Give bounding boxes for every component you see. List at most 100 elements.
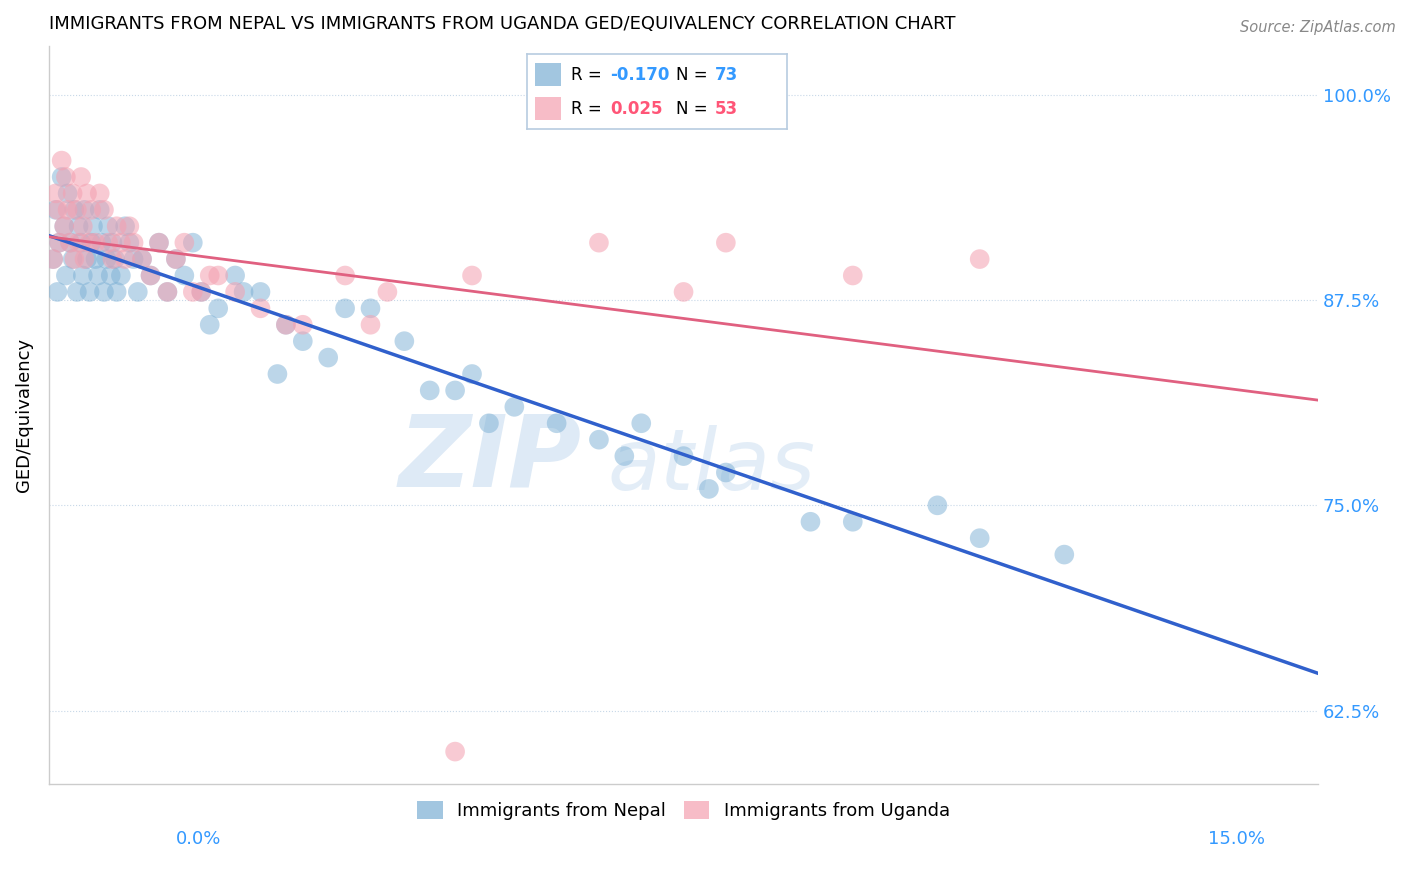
Point [181,285,204,299]
Point [316,351,339,365]
Bar [536,97,561,120]
Point [148,235,170,250]
Point [79,235,101,250]
Point [101,252,124,266]
Text: atlas: atlas [607,425,815,508]
Point [118,235,141,250]
Point [207,301,229,316]
Point [139,268,162,283]
Point [73,202,96,217]
Point [96,252,118,266]
Point [89,186,111,201]
Point [444,745,467,759]
Point [76,252,98,266]
Y-axis label: GED/Equivalency: GED/Equivalency [15,338,32,492]
Point [360,301,382,316]
Point [72,268,94,283]
Point [67,219,90,234]
Point [118,219,141,234]
Point [82,219,104,234]
Point [127,285,149,299]
Point [198,268,221,283]
Point [51,153,73,168]
Point [181,235,204,250]
Text: ZIP: ZIP [399,411,582,508]
Point [46,285,69,299]
Point [62,186,84,201]
Point [70,169,93,184]
Point [63,202,86,217]
Point [198,318,221,332]
Point [207,268,229,283]
Point [333,301,356,316]
Point [105,219,128,234]
Point [799,515,821,529]
Point [672,449,695,463]
Point [122,235,145,250]
Text: 15.0%: 15.0% [1208,830,1265,847]
Point [714,466,737,480]
Point [156,285,179,299]
Point [842,268,865,283]
Point [104,252,127,266]
Point [55,268,77,283]
Text: 0.0%: 0.0% [176,830,221,847]
Point [84,252,107,266]
Point [842,515,865,529]
Point [87,268,110,283]
Point [503,400,526,414]
Text: 0.025: 0.025 [610,100,664,118]
Point [131,252,153,266]
Point [419,384,441,398]
Point [165,252,187,266]
Point [333,268,356,283]
Point [42,252,65,266]
Point [444,384,467,398]
Point [100,268,122,283]
Point [97,235,120,250]
Point [249,285,271,299]
Point [360,318,382,332]
Point [122,252,145,266]
Point [697,482,720,496]
Point [672,285,695,299]
Point [105,285,128,299]
Point [45,202,67,217]
Point [73,252,96,266]
Point [588,235,610,250]
Text: 73: 73 [714,66,738,84]
Point [84,235,107,250]
Text: IMMIGRANTS FROM NEPAL VS IMMIGRANTS FROM UGANDA GED/EQUIVALENCY CORRELATION CHAR: IMMIGRANTS FROM NEPAL VS IMMIGRANTS FROM… [49,15,956,33]
Point [224,285,246,299]
Text: N =: N = [675,100,713,118]
Point [55,169,77,184]
Point [613,449,636,463]
Point [93,202,115,217]
Point [80,202,103,217]
Point [80,235,103,250]
Point [89,202,111,217]
Point [139,268,162,283]
Point [266,367,288,381]
Point [56,186,79,201]
Point [165,252,187,266]
Point [110,235,132,250]
Point [101,235,124,250]
Point [1053,548,1076,562]
Point [156,285,179,299]
Point [76,186,98,201]
Point [56,202,79,217]
Point [70,235,93,250]
Point [51,169,73,184]
Point [59,235,82,250]
Point [46,202,69,217]
Text: R =: R = [571,100,607,118]
Text: N =: N = [675,66,713,84]
Point [291,318,314,332]
Legend: Immigrants from Nepal, Immigrants from Uganda: Immigrants from Nepal, Immigrants from U… [411,793,957,827]
Point [53,219,76,234]
Text: Source: ZipAtlas.com: Source: ZipAtlas.com [1240,20,1396,35]
Point [714,235,737,250]
Point [588,433,610,447]
Point [48,235,70,250]
